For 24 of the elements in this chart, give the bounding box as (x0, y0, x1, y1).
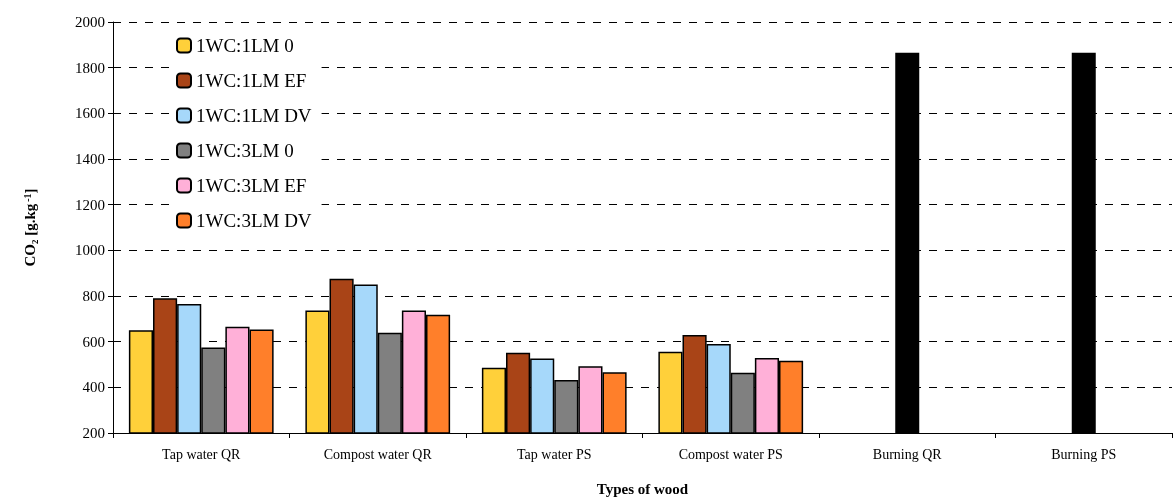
y-tick-label: 1200 (75, 196, 105, 213)
y-tick-label: 600 (82, 333, 105, 350)
x-tick-label: Tap water PS (517, 446, 592, 462)
y-tick-label: 2000 (75, 14, 105, 30)
x-tick-label: Tap water QR (162, 446, 242, 462)
x-tick-label: Burning PS (1051, 446, 1117, 462)
y-tick-label: 1600 (75, 105, 105, 122)
y-tick-label: 1400 (75, 151, 105, 167)
legend-label: 1WC:3LM DV (196, 210, 312, 231)
y-tick-label: 800 (82, 288, 105, 304)
y-tick-label: 1000 (75, 242, 105, 259)
y-tick-label: 200 (82, 425, 105, 441)
legend-label: 1WC:1LM 0 (196, 35, 294, 56)
legend-label: 1WC:1LM DV (196, 105, 312, 126)
y-tick-label: 1800 (75, 59, 105, 76)
x-tick-label: Compost water PS (678, 446, 783, 462)
y-axis-title: CO₂ [g.kg-1] (21, 188, 38, 267)
x-tick-label: Burning QR (872, 446, 943, 462)
legend-label: 1WC:1LM EF (196, 70, 307, 91)
x-axis-title: Types of wood (596, 480, 689, 497)
legend-label: 1WC:3LM EF (196, 175, 307, 196)
legend-label: 1WC:3LM 0 (196, 140, 294, 161)
x-tick-label: Compost water QR (323, 446, 433, 462)
y-tick-label: 400 (82, 379, 105, 396)
